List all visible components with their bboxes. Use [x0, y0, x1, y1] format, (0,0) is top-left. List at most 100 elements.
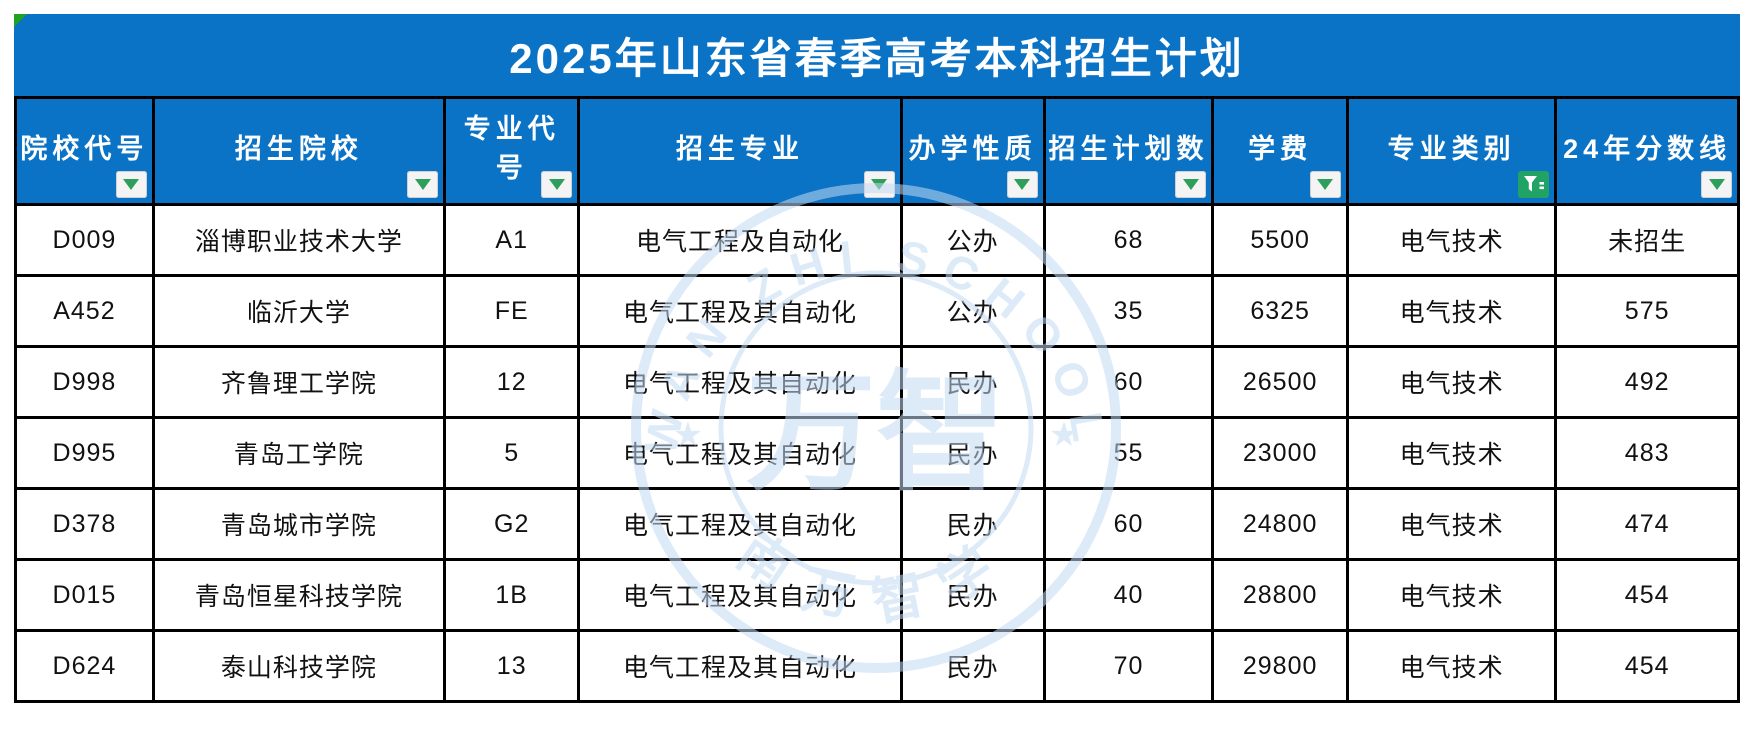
table-cell[interactable]: 电气技术 — [1345, 203, 1558, 277]
table-cell[interactable]: 454 — [1554, 558, 1740, 632]
table-cell[interactable]: FE — [443, 274, 581, 348]
table-cell[interactable]: 68 — [1042, 203, 1215, 277]
table-cell[interactable]: 40 — [1042, 558, 1215, 632]
chevron-down-icon — [1708, 179, 1725, 190]
table-cell[interactable]: 公办 — [899, 203, 1046, 277]
table-cell[interactable]: 575 — [1554, 274, 1740, 348]
table-cell[interactable]: 26500 — [1211, 345, 1349, 419]
table-cell[interactable]: 23000 — [1211, 416, 1349, 490]
column-header-label: 办学性质 — [908, 133, 1037, 164]
table-cell[interactable]: D995 — [14, 416, 155, 490]
table-row: D009 淄博职业技术大学 A1 电气工程及自动化 公办 68 5500 电气技… — [14, 203, 1740, 277]
chevron-down-icon — [548, 179, 565, 190]
table-cell[interactable]: D624 — [14, 629, 155, 703]
filter-active-button[interactable] — [1518, 171, 1550, 198]
table-cell[interactable]: 28800 — [1211, 558, 1349, 632]
column-header-plan-count[interactable]: 招生计划数 — [1042, 96, 1215, 206]
column-header-2024-score-line[interactable]: 24年分数线 — [1554, 96, 1740, 206]
table-cell[interactable]: 1B — [443, 558, 581, 632]
chevron-down-icon — [123, 179, 140, 190]
column-header-major-code[interactable]: 专业代号 — [443, 96, 581, 206]
table-row: D998 齐鲁理工学院 12 电气工程及其自动化 民办 60 26500 电气技… — [14, 345, 1740, 419]
table-cell[interactable]: 青岛工学院 — [151, 416, 447, 490]
column-header-major-name[interactable]: 招生专业 — [577, 96, 903, 206]
table-cell[interactable]: 临沂大学 — [151, 274, 447, 348]
table-cell[interactable]: 60 — [1042, 345, 1215, 419]
filter-dropdown-button[interactable] — [1701, 171, 1732, 198]
table-cell[interactable]: D998 — [14, 345, 155, 419]
table-row: A452 临沂大学 FE 电气工程及其自动化 公办 35 6325 电气技术 5… — [14, 274, 1740, 348]
filter-dropdown-button[interactable] — [115, 171, 147, 198]
table-cell[interactable]: 电气工程及其自动化 — [577, 629, 903, 703]
table-cell[interactable]: 492 — [1554, 345, 1740, 419]
title-cell[interactable]: 2025年山东省春季高考本科招生计划 — [14, 14, 1740, 96]
table-cell[interactable]: 70 — [1042, 629, 1215, 703]
table-cell[interactable]: 电气工程及其自动化 — [577, 487, 903, 561]
column-header-label: 院校代号 — [20, 133, 149, 164]
column-header-label: 专业类别 — [1387, 133, 1516, 164]
table-cell[interactable]: 55 — [1042, 416, 1215, 490]
table-cell[interactable]: 公办 — [899, 274, 1046, 348]
table-cell[interactable]: 泰山科技学院 — [151, 629, 447, 703]
table-cell[interactable]: 电气工程及其自动化 — [577, 416, 903, 490]
table-cell[interactable]: 民办 — [899, 629, 1046, 703]
table-cell[interactable]: 齐鲁理工学院 — [151, 345, 447, 419]
header-row: 院校代号 招生院校 专业代号 招生专业 办学性质 — [14, 96, 1740, 206]
table-cell[interactable]: 35 — [1042, 274, 1215, 348]
column-header-major-category[interactable]: 专业类别 — [1345, 96, 1558, 206]
table-cell[interactable]: 电气工程及其自动化 — [577, 345, 903, 419]
table-cell[interactable]: D015 — [14, 558, 155, 632]
table-cell[interactable]: 474 — [1554, 487, 1740, 561]
filter-dropdown-button[interactable] — [1175, 171, 1207, 198]
table-cell[interactable]: 民办 — [899, 558, 1046, 632]
table-cell[interactable]: 电气工程及其自动化 — [577, 274, 903, 348]
table-cell[interactable]: 5500 — [1211, 203, 1349, 277]
column-header-label: 学费 — [1248, 133, 1313, 164]
table-cell[interactable]: 24800 — [1211, 487, 1349, 561]
table-cell[interactable]: 民办 — [899, 416, 1046, 490]
table-cell[interactable]: 29800 — [1211, 629, 1349, 703]
column-header-school-nature[interactable]: 办学性质 — [899, 96, 1046, 206]
table-cell[interactable]: 电气技术 — [1345, 416, 1558, 490]
table-cell[interactable]: 13 — [443, 629, 581, 703]
spreadsheet: 2025年山东省春季高考本科招生计划 院校代号 招生院校 专业代号 — [14, 14, 1740, 703]
table-cell[interactable]: 民办 — [899, 487, 1046, 561]
table-cell[interactable]: 电气技术 — [1345, 487, 1558, 561]
table-cell[interactable]: 民办 — [899, 345, 1046, 419]
table-cell[interactable]: 电气技术 — [1345, 629, 1558, 703]
table-cell[interactable]: 454 — [1554, 629, 1740, 703]
table-cell[interactable]: D009 — [14, 203, 155, 277]
table-cell[interactable]: 淄博职业技术大学 — [151, 203, 447, 277]
filter-dropdown-button[interactable] — [541, 171, 573, 198]
table-cell[interactable]: G2 — [443, 487, 581, 561]
table-cell[interactable]: 60 — [1042, 487, 1215, 561]
table-cell[interactable]: 12 — [443, 345, 581, 419]
table-cell[interactable]: 电气工程及自动化 — [577, 203, 903, 277]
filter-dropdown-button[interactable] — [407, 171, 439, 198]
table-cell[interactable]: 电气技术 — [1345, 345, 1558, 419]
table-cell[interactable]: 电气工程及其自动化 — [577, 558, 903, 632]
cell-corner-indicator — [14, 14, 27, 27]
column-header-tuition[interactable]: 学费 — [1211, 96, 1349, 206]
column-header-label: 招生专业 — [676, 133, 804, 164]
table-cell[interactable]: A1 — [443, 203, 581, 277]
table-cell[interactable]: 未招生 — [1554, 203, 1740, 277]
filter-dropdown-button[interactable] — [863, 171, 895, 198]
table-cell[interactable]: 5 — [443, 416, 581, 490]
table-cell[interactable]: 青岛恒星科技学院 — [151, 558, 447, 632]
column-header-label: 24年分数线 — [1563, 133, 1732, 164]
table-cell[interactable]: 6325 — [1211, 274, 1349, 348]
enrollment-table: 院校代号 招生院校 专业代号 招生专业 办学性质 — [14, 96, 1740, 703]
column-header-institution-code[interactable]: 院校代号 — [14, 96, 155, 206]
table-cell[interactable]: A452 — [14, 274, 155, 348]
table-cell[interactable]: 青岛城市学院 — [151, 487, 447, 561]
column-header-label: 招生计划数 — [1048, 133, 1209, 164]
chevron-down-icon — [1014, 179, 1031, 190]
filter-dropdown-button[interactable] — [1309, 171, 1341, 198]
table-cell[interactable]: D378 — [14, 487, 155, 561]
table-cell[interactable]: 483 — [1554, 416, 1740, 490]
filter-dropdown-button[interactable] — [1006, 171, 1038, 198]
table-cell[interactable]: 电气技术 — [1345, 274, 1558, 348]
table-cell[interactable]: 电气技术 — [1345, 558, 1558, 632]
column-header-institution-name[interactable]: 招生院校 — [151, 96, 447, 206]
